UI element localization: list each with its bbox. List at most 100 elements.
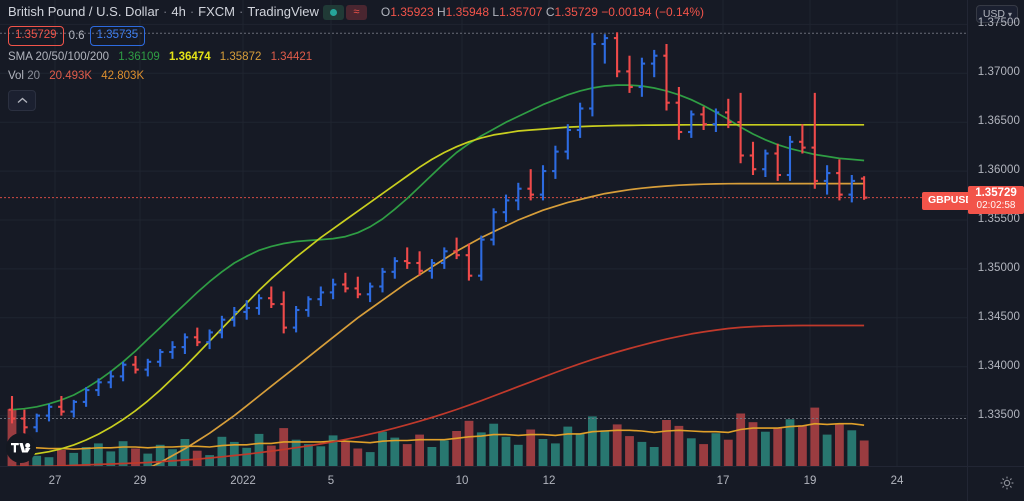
change-percent: (−0.14%) bbox=[654, 5, 704, 19]
price-tick: 1.34500 bbox=[977, 310, 1020, 323]
ohlc-bar bbox=[329, 278, 337, 300]
currency-selector[interactable]: USD ▾ bbox=[975, 5, 1018, 23]
percent-change-icon[interactable]: ≈ bbox=[345, 4, 367, 20]
volume-bar bbox=[452, 431, 461, 466]
legend-title-row[interactable]: British Pound / U.S. Dollar · 4h · FXCM … bbox=[8, 3, 704, 21]
volume-bar bbox=[229, 441, 239, 466]
interval-label[interactable]: 4h bbox=[171, 4, 186, 19]
ohlc-bar bbox=[193, 327, 201, 347]
sma-line bbox=[11, 123, 865, 458]
ohlc-bar bbox=[515, 182, 522, 211]
volume-bar bbox=[378, 431, 387, 466]
volume-bar bbox=[810, 407, 820, 466]
ohlc-bar bbox=[280, 291, 287, 334]
price-tick: 1.37000 bbox=[977, 66, 1020, 79]
volume-bar bbox=[476, 432, 486, 466]
high-label: H bbox=[436, 5, 446, 19]
ohlc-bar bbox=[354, 276, 362, 299]
volume-bar bbox=[526, 429, 536, 466]
volume-bar bbox=[588, 416, 597, 466]
ohlc-bar bbox=[613, 32, 621, 78]
ohlc-bar bbox=[206, 329, 213, 350]
volume-bar bbox=[835, 423, 844, 466]
ohlc-bar bbox=[45, 403, 53, 422]
ohlc-bar bbox=[774, 143, 781, 181]
ohlc-bar bbox=[119, 361, 127, 382]
volume-indicator-row[interactable]: Vol 20 20.493K 42.803K bbox=[8, 69, 704, 84]
sma-line bbox=[12, 324, 865, 467]
ohlc-bar bbox=[848, 175, 856, 203]
ohlc-bar bbox=[58, 396, 65, 416]
volume-bar bbox=[266, 445, 276, 466]
ohlc-bar bbox=[231, 307, 238, 327]
chevron-down-icon: ▾ bbox=[1007, 9, 1012, 19]
volume-bar bbox=[649, 447, 659, 466]
volume-bar bbox=[415, 434, 424, 466]
title-sep-2: · bbox=[189, 4, 195, 19]
ohlc-bar bbox=[403, 247, 411, 269]
price-axis[interactable]: USD ▾ 1.37500 1.37000 1.36500 1.36000 1.3550… bbox=[967, 0, 1024, 467]
ohlc-bar bbox=[21, 409, 28, 436]
ohlc-bar bbox=[132, 355, 139, 374]
grid-lines bbox=[0, 0, 968, 467]
volume-bar bbox=[612, 424, 622, 466]
ohlc-bar bbox=[416, 251, 423, 276]
ohlc-bar bbox=[663, 44, 670, 111]
sma-indicator-row[interactable]: SMA 20/50/100/200 1.36109 1.36474 1.3587… bbox=[8, 50, 704, 65]
ohlc-bar bbox=[33, 413, 40, 433]
time-tick: 2022 bbox=[230, 475, 256, 487]
ohlc-bar bbox=[428, 259, 436, 279]
volume-length: 20 bbox=[27, 70, 40, 82]
currency-label: USD bbox=[982, 8, 1005, 20]
ohlc-bar bbox=[144, 358, 152, 377]
volume-bar bbox=[699, 444, 708, 466]
volume-bar bbox=[242, 447, 252, 466]
green-dot-icon[interactable] bbox=[322, 4, 344, 20]
price-tick: 1.36500 bbox=[977, 115, 1020, 128]
ask-price-pill[interactable]: 1.35735 bbox=[89, 26, 146, 46]
volume-value: 20.493K bbox=[49, 70, 93, 82]
tradingview-logo[interactable] bbox=[6, 433, 36, 463]
spread-value: 0.6 bbox=[68, 30, 85, 42]
ohlc-bar bbox=[465, 243, 473, 281]
source-label[interactable]: TradingView bbox=[247, 4, 319, 19]
time-tick: 19 bbox=[803, 475, 817, 487]
ohlc-bar bbox=[811, 92, 818, 189]
volume-indicator-name: Vol bbox=[8, 70, 24, 82]
volume-bar bbox=[328, 435, 338, 466]
ohlc-bar bbox=[502, 194, 510, 222]
volume-bar bbox=[785, 419, 795, 466]
high-value: 1.35948 bbox=[445, 5, 490, 19]
ohlc-bar bbox=[688, 110, 695, 138]
title-sep-3: · bbox=[239, 4, 244, 19]
volume-bar bbox=[859, 440, 869, 466]
time-axis[interactable]: 27 29 2022 5 10 12 17 19 24 bbox=[0, 466, 1024, 501]
time-tick: 27 bbox=[48, 475, 62, 487]
volume-bar bbox=[353, 448, 363, 466]
ohlc-bar bbox=[725, 98, 732, 129]
price-tick: 1.33500 bbox=[977, 408, 1020, 421]
volume-bar bbox=[600, 430, 610, 466]
time-tick: 5 bbox=[327, 475, 335, 487]
ohlc-bar bbox=[8, 396, 16, 424]
bid-price-pill[interactable]: 1.35729 bbox=[8, 26, 64, 46]
gear-icon[interactable] bbox=[999, 475, 1015, 491]
ohlc-bar bbox=[749, 141, 757, 175]
ohlc-bar bbox=[243, 300, 250, 320]
ohlc-bar bbox=[70, 399, 77, 418]
volume-bar bbox=[711, 433, 721, 466]
exchange-label[interactable]: FXCM bbox=[198, 4, 236, 19]
chevron-up-icon[interactable] bbox=[8, 90, 36, 111]
price-tick: 1.35000 bbox=[977, 261, 1020, 274]
ohlc-values: O1.35923 H1.35948 L1.35707 C1.35729 −0.0… bbox=[381, 3, 704, 21]
ohlc-bar bbox=[391, 257, 399, 279]
volume-bar bbox=[723, 439, 733, 466]
ohlc-bar bbox=[366, 282, 374, 303]
symbol-title[interactable]: British Pound / U.S. Dollar bbox=[8, 4, 160, 19]
volume-bar bbox=[44, 457, 54, 466]
open-label: O bbox=[380, 5, 391, 19]
chart-plot-area[interactable] bbox=[0, 0, 968, 467]
ohlc-bar bbox=[737, 92, 744, 164]
sma200-value: 1.34421 bbox=[270, 51, 313, 63]
volume-ma-value: 42.803K bbox=[101, 70, 145, 82]
